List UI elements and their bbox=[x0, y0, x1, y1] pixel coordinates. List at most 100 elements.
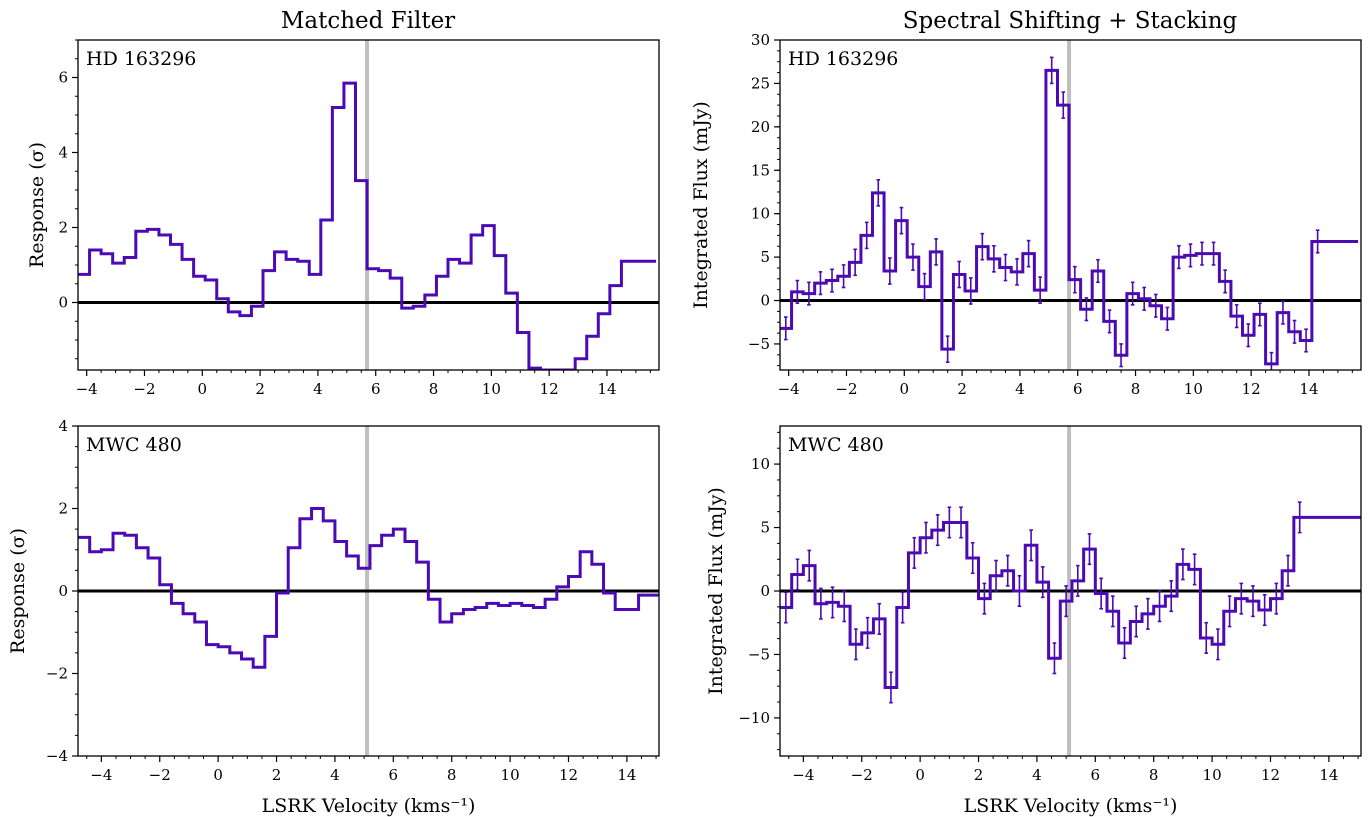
x-tick-label: 2 bbox=[974, 766, 984, 784]
error-bar bbox=[1251, 585, 1255, 618]
error-bar bbox=[1157, 590, 1162, 623]
y-tick-label: 0 bbox=[58, 582, 68, 600]
y-axis-label: Integrated Flux (mJy) bbox=[705, 487, 727, 695]
error-bar bbox=[1204, 621, 1209, 654]
x-tick-label: −4 bbox=[90, 766, 112, 784]
panel-stacking-mwc480: −4 −2 0 2 4 6 8 10 12 14 −10 −5 0 5 10 MWC 480 Integrate… bbox=[705, 425, 1362, 817]
x-tick-label: 14 bbox=[597, 380, 616, 398]
x-tick-label: −2 bbox=[149, 766, 171, 784]
error-bar bbox=[968, 277, 973, 305]
x-tick-label: 14 bbox=[1299, 380, 1318, 398]
error-bar bbox=[876, 179, 881, 207]
y-tick-label: −5 bbox=[748, 335, 770, 353]
error-bar bbox=[783, 316, 788, 341]
error-bar bbox=[1017, 574, 1022, 608]
error-bar bbox=[1165, 306, 1170, 331]
y-tick-label: −4 bbox=[46, 747, 68, 765]
x-tick-label: 0 bbox=[900, 380, 910, 398]
x-tick-label: 4 bbox=[1015, 380, 1025, 398]
y-tick-label: 4 bbox=[58, 417, 68, 435]
error-bar bbox=[1122, 627, 1127, 660]
error-bar bbox=[842, 590, 847, 623]
y-tick-label: −10 bbox=[738, 709, 770, 727]
error-bar bbox=[934, 238, 938, 266]
x-tick-label: 8 bbox=[1149, 766, 1159, 784]
error-bar bbox=[970, 541, 975, 575]
error-bar bbox=[912, 536, 917, 569]
error-bar bbox=[1304, 328, 1308, 353]
y-tick-label: 30 bbox=[751, 31, 770, 49]
error-bar bbox=[1049, 56, 1054, 85]
error-bar bbox=[947, 506, 952, 539]
x-tick-label: −2 bbox=[835, 380, 857, 398]
source-label: MWC 480 bbox=[86, 434, 182, 456]
panel-stacking-hd163296: −4 −2 0 2 4 6 8 10 12 14 −5 0 5 10 15 20 25 30 HD 163296 In… bbox=[690, 31, 1362, 398]
source-label: HD 163296 bbox=[788, 48, 898, 70]
y-tick-label: 4 bbox=[58, 144, 68, 162]
error-bar bbox=[888, 257, 892, 285]
error-bar bbox=[784, 591, 788, 624]
error-bar bbox=[1274, 582, 1279, 615]
x-tick-label: 10 bbox=[501, 766, 520, 784]
error-bar bbox=[1040, 566, 1045, 599]
error-bar bbox=[1096, 258, 1100, 284]
error-bar bbox=[899, 206, 904, 235]
error-bar bbox=[830, 586, 835, 619]
x-tick-label: −4 bbox=[76, 380, 98, 398]
y-tick-label: 10 bbox=[751, 455, 770, 473]
y-tick-label: 0 bbox=[58, 294, 68, 312]
error-bar bbox=[1064, 585, 1068, 618]
x-tick-label: −4 bbox=[778, 380, 800, 398]
plot-area bbox=[78, 426, 659, 756]
axes-frame bbox=[77, 39, 660, 371]
error-bar bbox=[854, 628, 858, 661]
column-title-left: Matched Filter bbox=[281, 8, 455, 34]
error-bar bbox=[830, 268, 834, 293]
x-tick-label: 6 bbox=[1091, 766, 1101, 784]
x-tick-label: 2 bbox=[272, 766, 282, 784]
y-tick-label: 2 bbox=[58, 219, 68, 237]
x-tick-label: −4 bbox=[792, 766, 814, 784]
error-bar bbox=[900, 591, 905, 624]
error-bar bbox=[945, 335, 950, 363]
series-step-line bbox=[78, 507, 659, 669]
error-bar bbox=[795, 558, 800, 591]
column-title-right: Spectral Shifting + Stacking bbox=[903, 8, 1238, 34]
error-bar bbox=[1061, 91, 1066, 119]
error-bar bbox=[957, 260, 962, 289]
x-tick-label: 0 bbox=[213, 766, 223, 784]
y-axis-label: Response (σ) bbox=[26, 142, 48, 268]
error-bar bbox=[1200, 241, 1204, 266]
x-tick-label: 14 bbox=[617, 766, 636, 784]
error-bar bbox=[911, 243, 915, 271]
error-bar bbox=[994, 559, 998, 592]
error-bar bbox=[877, 602, 882, 635]
axes-frame bbox=[779, 39, 1362, 371]
error-bar bbox=[1107, 309, 1112, 334]
plot-area bbox=[780, 426, 1361, 756]
error-bar bbox=[889, 671, 893, 704]
error-bar bbox=[1038, 276, 1042, 304]
x-tick-label: −2 bbox=[851, 766, 873, 784]
error-bar bbox=[935, 514, 940, 547]
error-bar bbox=[1246, 323, 1251, 348]
error-bar bbox=[1003, 253, 1008, 282]
error-bar bbox=[864, 221, 869, 250]
error-bar bbox=[1188, 243, 1193, 268]
x-tick-label: 12 bbox=[559, 766, 578, 784]
x-tick-label: 10 bbox=[1203, 766, 1222, 784]
error-bar bbox=[1292, 319, 1297, 344]
x-tick-label: 14 bbox=[1319, 766, 1338, 784]
y-tick-label: 0 bbox=[760, 292, 770, 310]
error-bar bbox=[1015, 258, 1019, 286]
source-label: HD 163296 bbox=[86, 48, 196, 70]
y-tick-label: −5 bbox=[748, 645, 770, 663]
error-bar bbox=[865, 616, 870, 649]
error-bar bbox=[1130, 281, 1135, 306]
panel-matched-filter-mwc480: −4 −2 0 2 4 6 8 10 12 14 −4 −2 0 2 4 MWC 480 Response (σ… bbox=[7, 417, 660, 817]
error-bar bbox=[1005, 554, 1010, 587]
y-tick-label: 20 bbox=[751, 118, 770, 136]
error-bar bbox=[1297, 501, 1302, 534]
x-tick-label: 0 bbox=[198, 380, 208, 398]
